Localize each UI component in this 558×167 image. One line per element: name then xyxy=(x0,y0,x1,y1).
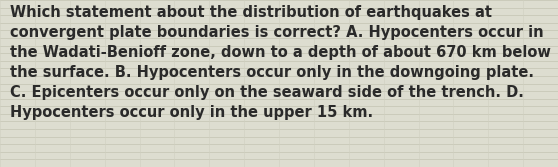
Text: Which statement about the distribution of earthquakes at
convergent plate bounda: Which statement about the distribution o… xyxy=(10,5,551,120)
